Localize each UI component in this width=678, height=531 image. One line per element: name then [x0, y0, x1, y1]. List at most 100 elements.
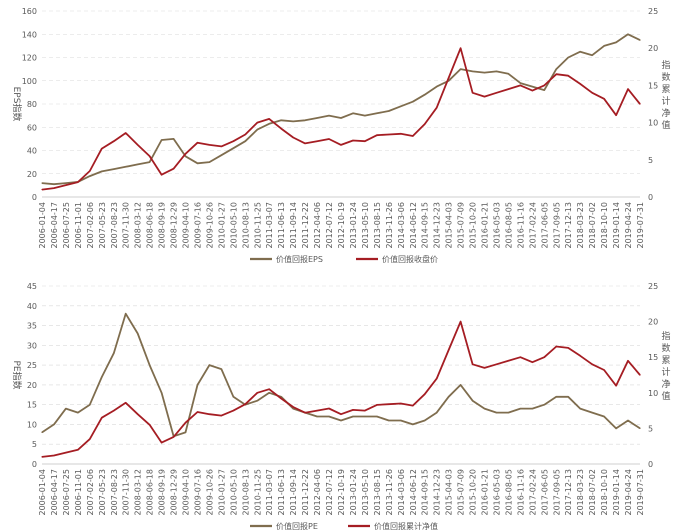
data-point: [137, 332, 139, 335]
data-point: [603, 45, 605, 47]
x-tick-label: 2009-10-26: [205, 202, 214, 249]
legend-label-0: 价值回报PE: [276, 521, 318, 531]
data-point: [65, 452, 67, 454]
data-point: [483, 95, 486, 98]
y2-tick-label: 10: [648, 119, 658, 128]
data-point: [113, 352, 115, 354]
data-point: [316, 117, 318, 119]
x-tick-label: 2010-01-27: [217, 469, 226, 516]
x-tick-label: 2006-11-01: [74, 202, 83, 249]
x-tick-label: 2019-01-14: [612, 469, 621, 516]
x-tick-label: 2006-07-25: [62, 469, 71, 516]
data-point: [256, 400, 258, 402]
x-tick-label: 2010-11-25: [253, 202, 262, 249]
y-tick-label: 5: [32, 440, 37, 449]
data-point: [53, 183, 55, 185]
y-tick-label: 20: [27, 170, 37, 179]
x-tick-label: 2015-07-09: [457, 202, 466, 249]
data-point: [184, 431, 187, 433]
data-point: [137, 144, 139, 146]
data-point: [268, 123, 270, 125]
data-point: [627, 88, 629, 90]
x-tick-label: 2008-03-12: [134, 469, 143, 516]
x-tick-label: 2010-11-25: [253, 469, 262, 516]
data-point: [304, 142, 306, 145]
data-point: [507, 73, 510, 75]
y2-tick-label: 0: [648, 460, 653, 469]
y2-tick-label: 25: [648, 7, 658, 16]
x-tick-label: 2007-05-23: [98, 202, 107, 249]
y-tick-label: 10: [27, 420, 37, 429]
data-point: [615, 114, 617, 116]
data-point: [388, 403, 390, 405]
x-tick-label: 2017-09-05: [552, 469, 561, 516]
data-point: [579, 83, 581, 85]
data-point: [483, 408, 486, 410]
data-point: [471, 363, 474, 365]
data-point: [603, 369, 605, 371]
data-point: [519, 82, 522, 84]
x-tick-label: 2008-03-12: [134, 202, 143, 249]
x-tick-label: 2014-06-12: [409, 202, 418, 249]
data-point: [125, 132, 127, 134]
data-point: [471, 400, 474, 402]
data-point: [591, 411, 593, 414]
data-point: [53, 423, 55, 426]
data-point: [495, 70, 498, 73]
data-point: [471, 92, 474, 94]
data-point: [495, 363, 498, 365]
x-tick-label: 2016-08-05: [504, 469, 513, 516]
x-tick-label: 2012-04-06: [313, 469, 322, 516]
data-point: [531, 90, 533, 92]
x-tick-label: 2012-07-12: [325, 469, 334, 516]
x-tick-label: 2019-07-31: [636, 202, 645, 249]
data-point: [424, 123, 426, 125]
y-tick-label: 45: [27, 282, 37, 291]
data-point: [77, 181, 79, 183]
x-tick-label: 2009-07-16: [193, 202, 202, 249]
x-tick-label: 2012-04-06: [313, 202, 322, 249]
data-point: [364, 115, 366, 117]
x-tick-label: 2013-01-24: [349, 202, 358, 249]
data-point: [400, 402, 402, 405]
data-point: [388, 110, 390, 112]
y2-axis-label: 指数累计净值: [661, 59, 670, 131]
data-point: [448, 349, 450, 351]
data-point: [41, 182, 43, 184]
data-point: [543, 89, 545, 91]
data-point: [567, 396, 569, 398]
data-point: [220, 414, 222, 417]
series-0-group: [41, 33, 641, 186]
x-tick-label: 2009-07-16: [193, 469, 202, 516]
data-point: [376, 134, 378, 136]
data-point: [543, 84, 545, 86]
x-tick-label: 2014-09-15: [421, 202, 430, 249]
data-point: [364, 140, 366, 142]
x-tick-label: 2016-11-16: [516, 202, 525, 249]
data-point: [65, 182, 67, 184]
data-point: [639, 39, 641, 41]
x-tick-label: 2017-12-13: [564, 469, 573, 516]
data-point: [388, 133, 390, 136]
data-point: [280, 397, 282, 400]
data-point: [101, 376, 103, 378]
data-point: [400, 419, 402, 422]
data-point: [220, 368, 222, 370]
x-tick-label: 2017-06-05: [540, 202, 549, 249]
x-tick-label: 2007-02-06: [86, 202, 95, 249]
data-point: [495, 411, 498, 414]
data-point: [412, 135, 414, 137]
data-point: [65, 408, 67, 410]
data-point: [244, 140, 246, 142]
y-tick-label: 30: [27, 341, 37, 350]
data-point: [161, 174, 163, 176]
data-point: [268, 388, 270, 390]
data-point: [340, 144, 342, 146]
data-point: [208, 161, 211, 163]
x-tick-label: 2019-07-31: [636, 469, 645, 516]
data-point: [579, 355, 581, 357]
x-tick-label: 2013-08-15: [373, 469, 382, 516]
y2-tick-label: 15: [648, 353, 658, 362]
x-tick-label: 2017-06-05: [540, 469, 549, 516]
data-point: [292, 120, 294, 123]
